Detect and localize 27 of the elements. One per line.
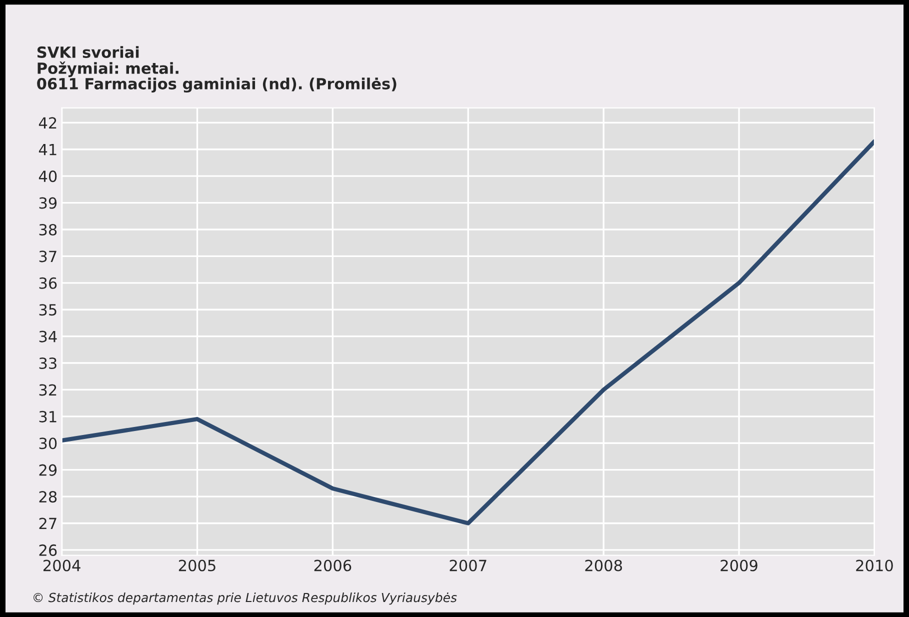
x-tick-label: 2008 [585,560,622,572]
y-tick-label: 30 [39,438,57,450]
x-tick-label: 2004 [43,560,80,572]
y-tick-label: 33 [39,357,56,370]
y-tick-label: 35 [39,304,56,316]
x-tick-label: 2007 [450,560,486,572]
chart-title: SVKI svoriai Požymiai: metai. 0611 Farmacijos gaminiai (nd). (Promilės) [37,46,396,93]
y-tick-label: 31 [39,410,56,422]
x-tick-label: 2010 [856,560,893,572]
y-tick-label: 42 [38,117,56,128]
x-tick-label: 2009 [720,560,758,572]
y-tick-label: 26 [39,544,57,556]
x-tick-label: 2006 [314,560,352,572]
y-tick-label: 27 [39,518,56,530]
line-series [62,139,874,526]
text: © Statistikos departamentas prie Lietuvos Respublikos Vyriausybės [34,592,457,605]
y-tick-label: 39 [39,197,57,209]
y-tick-label: 41 [38,144,56,156]
y-tick-label: 32 [39,384,56,396]
x-tick-label: 2005 [178,560,216,572]
y-tick-label: 38 [39,224,57,236]
y-tick-label: 28 [39,491,57,503]
y-tick-label: 36 [39,277,57,289]
y-tick-label: 37 [39,250,56,262]
y-tick-label: 34 [39,330,57,342]
y-tick-label: 29 [39,464,57,476]
y-tick-label: 40 [38,170,57,182]
